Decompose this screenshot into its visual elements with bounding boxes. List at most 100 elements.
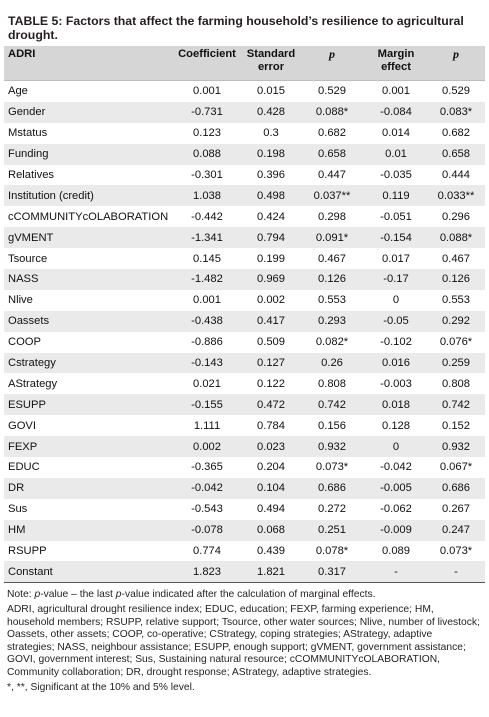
cell-margin-effect: 0.119 [365,185,427,207]
cell-margin-p-value: 0.267 [427,498,485,520]
header-p-value-margin: p [427,46,485,81]
cell-margin-effect: -0.154 [365,227,427,249]
cell-coefficient: -1.482 [171,269,243,290]
cell-margin-effect: -0.084 [365,101,427,123]
cell-margin-effect: -0.051 [365,206,427,228]
cell-standard-error: 0.794 [243,227,299,249]
table-row: COOP -0.886 0.509 0.082* -0.102 0.076* [4,331,485,353]
cell-margin-effect: 0.001 [365,80,427,102]
table-row: HM -0.078 0.068 0.251 -0.009 0.247 [4,519,485,541]
cell-variable: COOP [4,331,171,353]
table-row: Cstrategy -0.143 0.127 0.26 0.016 0.259 [4,352,485,374]
cell-standard-error: 0.127 [243,352,299,374]
cell-coefficient: -0.442 [171,206,243,228]
cell-p-value: 0.073* [299,457,365,478]
cell-variable: Funding [4,143,171,165]
cell-margin-p-value: - [427,561,485,584]
cell-margin-effect: 0.089 [365,540,427,562]
cell-margin-p-value: 0.529 [427,80,485,102]
cell-variable: DR [4,477,171,499]
cell-variable: cCOMMUNITYcOLABORATION [4,206,171,228]
cell-p-value: 0.091* [299,227,365,249]
cell-standard-error: 0.002 [243,289,299,311]
table-row: gVMENT -1.341 0.794 0.091* -0.154 0.088* [4,227,485,249]
cell-margin-p-value: 0.259 [427,352,485,374]
table-row: DR -0.042 0.104 0.686 -0.005 0.686 [4,477,485,499]
cell-coefficient: 0.001 [171,289,243,311]
cell-coefficient: 0.002 [171,436,243,458]
cell-margin-p-value: 0.742 [427,394,485,416]
cell-standard-error: 0.396 [243,164,299,186]
cell-variable: Institution (credit) [4,185,171,207]
cell-variable: FEXP [4,436,171,458]
cell-margin-effect: -0.102 [365,331,427,353]
cell-margin-p-value: 0.067* [427,457,485,478]
cell-margin-p-value: 0.292 [427,310,485,332]
cell-standard-error: 0.104 [243,477,299,499]
cell-coefficient: 0.088 [171,143,243,165]
cell-p-value: 0.932 [299,436,365,458]
cell-coefficient: -0.543 [171,498,243,520]
cell-coefficient: 1.111 [171,415,243,437]
note-line: Note: p-value – the last p-value indicat… [7,589,482,602]
table-row: Funding 0.088 0.198 0.658 0.01 0.658 [4,143,485,165]
cell-p-value: 0.742 [299,394,365,416]
cell-margin-effect: -0.009 [365,519,427,541]
cell-p-value: 0.037** [299,185,365,207]
cell-p-value: 0.686 [299,477,365,499]
cell-margin-p-value: 0.932 [427,436,485,458]
cell-margin-p-value: 0.033** [427,185,485,207]
cell-p-value: 0.808 [299,373,365,395]
cell-margin-p-value: 0.686 [427,477,485,499]
note-prefix: Note: [7,589,35,601]
cell-variable: AStrategy [4,373,171,395]
header-coefficient: Coefficient [171,46,243,81]
cell-p-value: 0.467 [299,248,365,270]
table-row: Nlive 0.001 0.002 0.553 0 0.553 [4,289,485,311]
cell-p-value: 0.156 [299,415,365,437]
cell-margin-p-value: 0.467 [427,248,485,270]
cell-standard-error: 0.969 [243,269,299,290]
cell-coefficient: 0.774 [171,540,243,562]
cell-p-value: 0.082* [299,331,365,353]
cell-coefficient: 1.038 [171,185,243,207]
cell-standard-error: 1.821 [243,561,299,584]
cell-standard-error: 0.494 [243,498,299,520]
table-container: ADRI Coefficient Standard error p Margin… [4,46,485,584]
note-p-symbol-2: p [115,589,122,601]
table-caption: TABLE 5: Factors that affect the farming… [0,0,489,42]
table-row: Tsource 0.145 0.199 0.467 0.017 0.467 [4,248,485,270]
abbreviations-note: ADRI, agricultural drought resilience in… [7,603,480,678]
cell-margin-p-value: 0.088* [427,227,485,249]
cell-variable: ESUPP [4,394,171,416]
cell-p-value: 0.553 [299,289,365,311]
table-body: Age 0.001 0.015 0.529 0.001 0.529 Gender -0.731… [4,80,485,584]
cell-coefficient: -1.341 [171,227,243,249]
header-standard-error: Standard error [243,46,299,81]
cell-margin-effect: 0.014 [365,122,427,144]
cell-variable: Cstrategy [4,352,171,374]
cell-coefficient: -0.301 [171,164,243,186]
cell-variable: Sus [4,498,171,520]
table-row: Oassets -0.438 0.417 0.293 -0.05 0.292 [4,310,485,332]
cell-margin-effect: -0.005 [365,477,427,499]
cell-variable: Tsource [4,248,171,270]
cell-standard-error: 0.015 [243,80,299,102]
cell-margin-p-value: 0.658 [427,143,485,165]
table-row: Sus -0.543 0.494 0.272 -0.062 0.267 [4,498,485,520]
cell-standard-error: 0.509 [243,331,299,353]
table-row: GOVI 1.111 0.784 0.156 0.128 0.152 [4,415,485,437]
cell-variable: Constant [4,561,171,584]
cell-variable: Gender [4,101,171,123]
cell-variable: Age [4,80,171,102]
cell-coefficient: 1.823 [171,561,243,584]
table-label: TABLE 5: [8,14,63,28]
cell-p-value: 0.529 [299,80,365,102]
header-margin-effect: Margin effect [365,46,427,81]
table-row: AStrategy 0.021 0.122 0.808 -0.003 0.808 [4,373,485,395]
cell-standard-error: 0.204 [243,457,299,478]
cell-coefficient: -0.886 [171,331,243,353]
cell-p-value: 0.317 [299,561,365,584]
cell-margin-effect: 0.016 [365,352,427,374]
cell-margin-p-value: 0.296 [427,206,485,228]
